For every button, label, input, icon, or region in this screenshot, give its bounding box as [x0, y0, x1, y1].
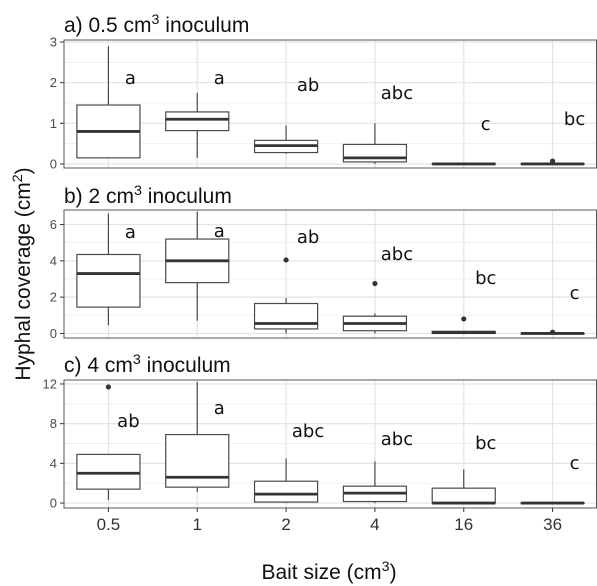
outlier-point: [549, 158, 556, 164]
y-tick-label: 2: [50, 75, 57, 90]
y-tick-label: 6: [50, 217, 57, 232]
panel-1: 0 1 2 3 a a ab abc c bc a) 0.5 cm3 inoculum: [50, 12, 597, 171]
box-0_5: [76, 384, 141, 501]
panel-2: 0 2 4 6 a a ab abc bc c b) 2 cm3 inoculum: [50, 183, 597, 341]
significance-letter: bc: [475, 433, 496, 454]
plot-background: [64, 40, 597, 168]
panel-title: c) 4 cm3 inoculum: [64, 352, 231, 377]
significance-letter: abc: [292, 421, 324, 442]
box-2: [253, 125, 319, 154]
box-iqr: [342, 143, 408, 163]
box-1: [165, 211, 230, 321]
significance-letter: bc: [564, 109, 585, 130]
box-16: [431, 162, 496, 166]
significance-letter: a: [214, 68, 225, 89]
panel-title: b) 2 cm3 inoculum: [64, 183, 232, 208]
x-tick-label: 4: [370, 515, 379, 534]
significance-letter: c: [481, 114, 491, 135]
box-4: [342, 461, 408, 504]
significance-letter: abc: [381, 244, 413, 265]
box-0_5: [76, 46, 141, 159]
box-4: [342, 123, 408, 164]
outlier-point: [105, 384, 112, 390]
box-iqr: [253, 480, 319, 503]
box-1: [165, 381, 230, 493]
y-tick-label: 8: [50, 416, 57, 431]
box-iqr: [253, 302, 319, 330]
y-axis-title: Hyphal coverage (cm2): [10, 167, 35, 380]
y-tick-label: 0: [50, 326, 57, 341]
box-2: [253, 257, 319, 334]
outlier-point: [549, 329, 556, 335]
y-tick-label: 12: [43, 376, 57, 391]
x-tick-label: 1: [193, 515, 202, 534]
significance-letter: c: [570, 283, 580, 304]
y-tick-label: 3: [50, 35, 57, 50]
significance-letter: a: [125, 68, 136, 89]
box-2: [253, 458, 319, 504]
box-iqr: [165, 433, 230, 488]
x-tick-label: 2: [281, 515, 290, 534]
y-tick-label: 1: [50, 116, 57, 131]
box-16: [431, 469, 496, 505]
significance-letter: c: [570, 453, 580, 474]
significance-letter: ab: [297, 227, 319, 248]
outlier-point: [372, 280, 378, 287]
box-36: [520, 158, 585, 166]
box-iqr: [165, 111, 230, 132]
box-iqr: [76, 453, 141, 490]
y-tick-label: 4: [50, 253, 57, 268]
outlier-point: [461, 316, 467, 322]
box-iqr: [76, 253, 141, 308]
box-0_5: [76, 213, 141, 326]
significance-letter: ab: [117, 411, 139, 432]
x-tick-label: 16: [454, 515, 473, 534]
x-tick-label: 36: [543, 515, 562, 534]
outlier-point: [283, 257, 289, 263]
significance-letter: a: [214, 221, 225, 242]
x-tick-label: 0.5: [97, 515, 121, 534]
significance-letter: abc: [381, 83, 413, 104]
plot-background: [64, 210, 597, 338]
panel-3: 0 4 8 12 ab a abc abc bc c c) 4 cm3 inoculum: [43, 352, 597, 511]
y-tick-label: 4: [50, 456, 57, 471]
y-tick-label: 0: [50, 156, 57, 171]
box-1: [165, 92, 230, 158]
significance-letter: abc: [381, 429, 413, 450]
box-iqr: [431, 487, 496, 504]
significance-letter: a: [214, 398, 225, 419]
y-tick-label: 0: [50, 496, 57, 511]
box-16: [431, 316, 496, 335]
significance-letter: ab: [297, 75, 319, 96]
panel-title: a) 0.5 cm3 inoculum: [64, 12, 249, 37]
y-tick-label: 2: [50, 290, 57, 305]
significance-letter: a: [125, 222, 136, 243]
x-axis-title: Bait size (cm3): [261, 559, 396, 584]
box-4: [342, 280, 408, 334]
significance-letter: bc: [475, 268, 496, 289]
box-36: [520, 329, 585, 335]
box-36: [520, 501, 585, 505]
